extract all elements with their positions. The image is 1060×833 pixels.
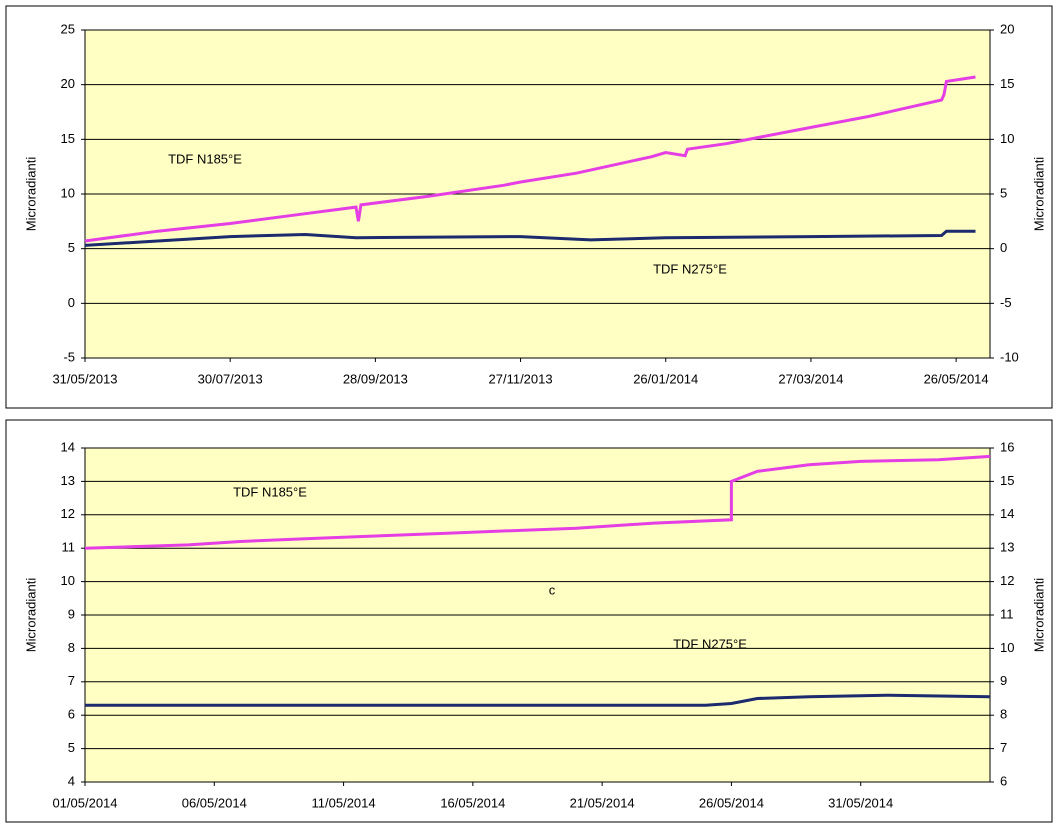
- y2-tick-label: 13: [1000, 540, 1014, 555]
- y-tick-label: 4: [68, 773, 75, 788]
- y-tick-label: 7: [68, 673, 75, 688]
- y-tick-label: 15: [61, 131, 75, 146]
- x-tick-label: 11/05/2014: [312, 795, 376, 810]
- y2-tick-label: 5: [1000, 185, 1007, 200]
- y2-tick-label: 9: [1000, 673, 1007, 688]
- y-tick-label: 8: [68, 640, 75, 655]
- x-tick-label: 26/05/2014: [699, 795, 764, 810]
- y-tick-label: 10: [61, 573, 75, 588]
- y-tick-label: 0: [68, 295, 75, 310]
- series-label: TDF N185°E: [168, 151, 242, 166]
- y2-axis-label: Microradianti: [1031, 578, 1046, 653]
- y2-tick-label: -10: [1000, 349, 1019, 364]
- x-tick-label: 31/05/2013: [52, 371, 117, 386]
- y2-tick-label: 10: [1000, 640, 1014, 655]
- y-axis-label: Microradianti: [23, 578, 38, 653]
- x-tick-label: 01/05/2014: [52, 795, 117, 810]
- y-axis-label: Microradianti: [23, 157, 38, 232]
- y-tick-label: 25: [61, 21, 75, 36]
- annotation: c: [549, 582, 556, 597]
- y2-tick-label: 10: [1000, 131, 1014, 146]
- x-tick-label: 30/07/2013: [198, 371, 263, 386]
- y2-tick-label: 7: [1000, 740, 1007, 755]
- y2-tick-label: 0: [1000, 240, 1007, 255]
- y2-tick-label: 6: [1000, 773, 1007, 788]
- y-tick-label: 13: [61, 473, 75, 488]
- y-tick-label: 5: [68, 740, 75, 755]
- y-tick-label: 12: [61, 506, 75, 521]
- y2-tick-label: 15: [1000, 473, 1014, 488]
- series-label: TDF N275°E: [653, 261, 727, 276]
- y-tick-label: 6: [68, 707, 75, 722]
- x-tick-label: 27/03/2014: [778, 371, 843, 386]
- series-label: TDF N275°E: [673, 636, 747, 651]
- y-tick-label: -5: [63, 349, 75, 364]
- x-tick-label: 16/05/2014: [440, 795, 505, 810]
- y2-tick-label: 15: [1000, 76, 1014, 91]
- series-label: TDF N185°E: [233, 484, 307, 499]
- y2-tick-label: 16: [1000, 439, 1014, 454]
- y2-tick-label: 12: [1000, 573, 1014, 588]
- x-tick-label: 26/05/2014: [924, 371, 989, 386]
- series-line: [84, 75, 976, 243]
- y2-tick-label: 8: [1000, 707, 1007, 722]
- y2-tick-label: 20: [1000, 21, 1014, 36]
- y-tick-label: 20: [61, 76, 75, 91]
- y-tick-label: 14: [61, 439, 75, 454]
- y-tick-label: 10: [61, 185, 75, 200]
- series-line: [84, 454, 991, 550]
- x-tick-label: 27/11/2013: [489, 371, 553, 386]
- x-tick-label: 31/05/2014: [828, 795, 893, 810]
- y2-tick-label: 14: [1000, 506, 1014, 521]
- y-tick-label: 11: [62, 540, 76, 555]
- y-tick-label: 5: [68, 240, 75, 255]
- series-line: [85, 693, 991, 707]
- y2-tick-label: 11: [1000, 606, 1014, 621]
- series-line: [84, 229, 976, 247]
- y2-tick-label: -5: [1000, 295, 1012, 310]
- x-tick-label: 28/09/2013: [343, 371, 408, 386]
- x-tick-label: 06/05/2014: [182, 795, 247, 810]
- y-tick-label: 9: [68, 606, 75, 621]
- x-tick-label: 21/05/2014: [570, 795, 635, 810]
- y2-axis-label: Microradianti: [1031, 157, 1046, 232]
- x-tick-label: 26/01/2014: [633, 371, 698, 386]
